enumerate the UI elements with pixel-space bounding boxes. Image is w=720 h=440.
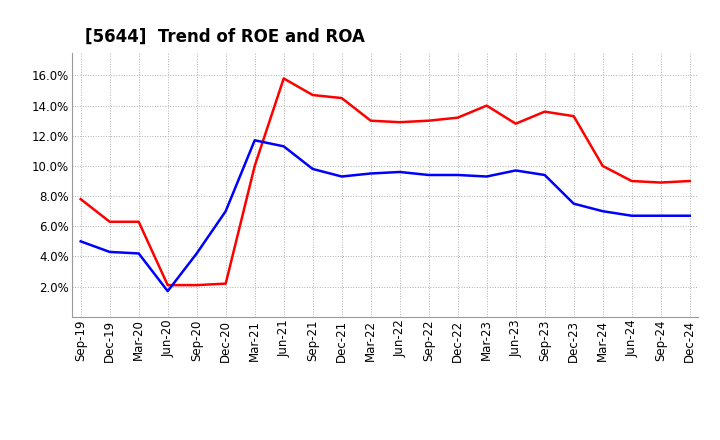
ROE xyxy=(482,103,491,108)
ROE xyxy=(163,282,172,288)
ROA xyxy=(135,251,143,256)
ROA xyxy=(192,251,201,256)
ROE xyxy=(395,120,404,125)
ROE xyxy=(192,282,201,288)
ROA xyxy=(395,169,404,175)
ROA xyxy=(424,172,433,178)
ROA xyxy=(338,174,346,179)
ROE xyxy=(598,163,607,169)
ROE xyxy=(627,178,636,183)
ROA xyxy=(105,249,114,255)
ROA xyxy=(627,213,636,218)
ROE xyxy=(279,76,288,81)
ROE xyxy=(454,115,462,120)
ROE xyxy=(657,180,665,185)
ROE xyxy=(366,118,375,123)
ROA xyxy=(76,239,85,244)
ROE xyxy=(424,118,433,123)
ROA xyxy=(685,213,694,218)
ROA xyxy=(511,168,520,173)
ROA xyxy=(454,172,462,178)
ROA xyxy=(482,174,491,179)
ROE xyxy=(541,109,549,114)
ROE xyxy=(511,121,520,126)
Line: ROA: ROA xyxy=(81,140,690,291)
ROA xyxy=(541,172,549,178)
ROE xyxy=(251,163,259,169)
ROA xyxy=(163,289,172,294)
Text: [5644]  Trend of ROE and ROA: [5644] Trend of ROE and ROA xyxy=(84,28,364,46)
ROA xyxy=(308,166,317,172)
ROE xyxy=(76,197,85,202)
ROA xyxy=(221,209,230,214)
ROE xyxy=(308,92,317,98)
ROE xyxy=(105,219,114,224)
ROE xyxy=(338,95,346,101)
ROA xyxy=(657,213,665,218)
ROA xyxy=(598,209,607,214)
ROE xyxy=(685,178,694,183)
ROE xyxy=(221,281,230,286)
Line: ROE: ROE xyxy=(81,78,690,285)
ROE xyxy=(135,219,143,224)
ROA xyxy=(366,171,375,176)
ROA xyxy=(570,201,578,206)
ROA xyxy=(251,138,259,143)
ROE xyxy=(570,114,578,119)
ROA xyxy=(279,144,288,149)
